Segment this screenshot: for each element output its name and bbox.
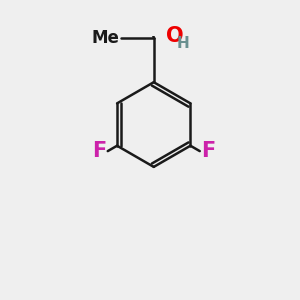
Text: Me: Me: [92, 28, 120, 46]
Text: F: F: [201, 141, 216, 161]
Text: F: F: [92, 141, 106, 161]
Text: H: H: [177, 36, 189, 51]
Text: O: O: [167, 26, 184, 46]
